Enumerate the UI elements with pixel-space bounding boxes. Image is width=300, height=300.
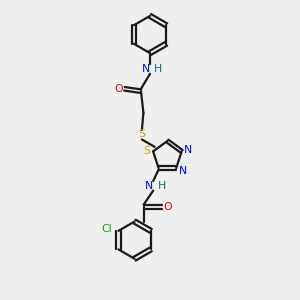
Text: O: O bbox=[163, 202, 172, 212]
Text: Cl: Cl bbox=[102, 224, 112, 234]
Text: N: N bbox=[145, 181, 153, 190]
Text: S: S bbox=[138, 129, 146, 140]
Text: N: N bbox=[179, 166, 187, 176]
Text: H: H bbox=[154, 64, 163, 74]
Text: O: O bbox=[114, 84, 123, 94]
Text: N: N bbox=[142, 64, 150, 74]
Text: H: H bbox=[158, 181, 166, 190]
Text: S: S bbox=[144, 146, 151, 156]
Text: N: N bbox=[184, 145, 192, 155]
